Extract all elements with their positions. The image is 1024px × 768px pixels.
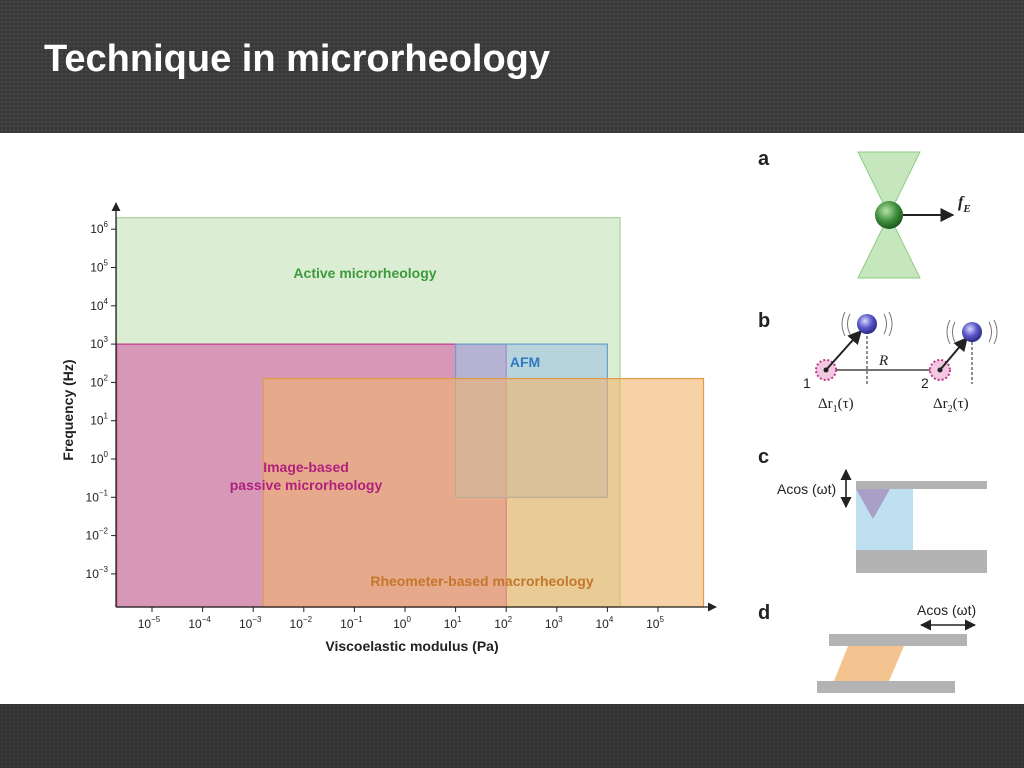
vibration-1-icon — [841, 311, 893, 337]
x-tick-label: 10−5 — [138, 615, 161, 631]
x-tick-label: 10−2 — [290, 615, 313, 631]
x-tick-label: 103 — [545, 615, 563, 631]
y-tick-label: 106 — [90, 220, 108, 236]
x-tick-label: 104 — [595, 615, 613, 631]
x-tick-label: 10−3 — [239, 615, 262, 631]
top-plate — [829, 634, 967, 646]
particle-1-label: 1 — [803, 375, 811, 391]
y-tick-label: 102 — [90, 373, 108, 389]
bottom-plate — [817, 681, 955, 693]
schematic-a-optical-trap: a fE — [758, 148, 971, 279]
x-tick-label: 10−4 — [188, 615, 211, 631]
y-axis-title: Frequency (Hz) — [60, 359, 76, 460]
substrate-plate — [856, 550, 987, 573]
x-tick-label: 10−1 — [340, 615, 363, 631]
x-tick-label: 101 — [444, 615, 462, 631]
region-label-3: Rheometer-based macrorheology — [370, 573, 593, 589]
schematic-c-label: c — [758, 446, 769, 468]
bead-2-moved-icon — [962, 322, 982, 342]
region-label-1: Image-based passive microrheology — [230, 459, 383, 493]
oscillation-d-label: Acos (ωt) — [917, 602, 976, 618]
x-tick-label: 102 — [494, 615, 512, 631]
chart-regions: Active microrheology Image-based passive m… — [115, 217, 705, 608]
footer-bar — [0, 704, 1024, 768]
vibration-2-icon — [946, 319, 998, 345]
schematic-a-label: a — [758, 148, 770, 170]
displacement-2-label: Δr2(τ) — [933, 396, 969, 415]
schematic-b-label: b — [758, 310, 770, 332]
region-label-2: AFM — [510, 354, 540, 370]
trapped-bead-icon — [875, 201, 903, 229]
slide-title: Technique in microrheology — [44, 38, 551, 80]
chart-axes — [111, 202, 717, 612]
region-label-0: Active microrheology — [293, 265, 436, 281]
particle-2-label: 2 — [921, 375, 929, 391]
y-tick-label: 10−3 — [86, 565, 109, 581]
force-label: fE — [958, 194, 971, 215]
x-tick-label: 100 — [393, 615, 411, 631]
distance-label: R — [878, 353, 888, 369]
schematic-c-afm: c Acos (ωt) — [758, 446, 987, 573]
chart-ticks: 10−5 10−4 10−3 10−2 10−1 100 101 102 103 104 105 10… — [86, 220, 665, 631]
oscillation-c-label: Acos (ωt) — [777, 481, 836, 497]
y-tick-label: 103 — [90, 335, 108, 351]
displacement-1-arrow — [825, 329, 862, 371]
y-tick-label: 10−1 — [86, 488, 109, 504]
displacement-1-label: Δr1(τ) — [818, 396, 854, 415]
displacement-2-arrow — [939, 336, 968, 371]
title-bar: Technique in microrheology — [0, 0, 1024, 133]
cantilever-plate — [856, 481, 987, 489]
sheared-sample — [834, 646, 904, 681]
schematic-d-rheometer: d Acos (ωt) — [758, 602, 976, 693]
schematic-d-label: d — [758, 602, 770, 624]
schematic-b-two-point: b R 1 2 Δr1(τ) Δr2(τ) — [758, 310, 998, 415]
y-tick-label: 100 — [90, 450, 108, 466]
bead-1-moved-icon — [857, 314, 877, 334]
x-tick-label: 105 — [646, 615, 664, 631]
y-tick-label: 101 — [90, 412, 108, 428]
region-rheometer-based-macrorheology — [262, 377, 705, 608]
y-tick-label: 105 — [90, 259, 108, 275]
afm-tip-icon — [856, 489, 890, 519]
y-tick-label: 10−2 — [86, 527, 109, 543]
x-axis-title: Viscoelastic modulus (Pa) — [325, 638, 498, 654]
y-tick-label: 104 — [90, 297, 108, 313]
